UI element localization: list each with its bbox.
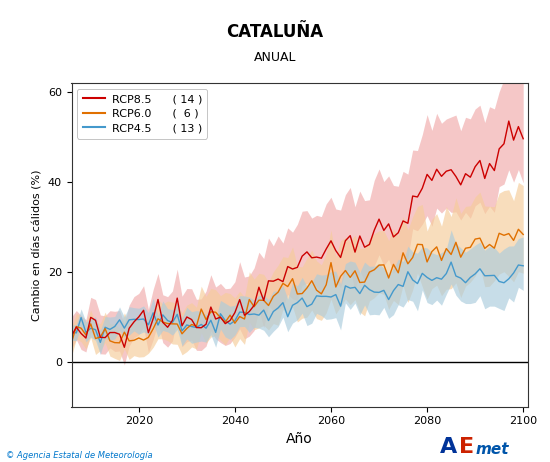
Text: met: met bbox=[476, 443, 509, 457]
Text: CATALUÑA: CATALUÑA bbox=[227, 23, 323, 41]
Text: A: A bbox=[440, 438, 457, 457]
Legend: RCP8.5      ( 14 ), RCP6.0      (  6 ), RCP4.5      ( 13 ): RCP8.5 ( 14 ), RCP6.0 ( 6 ), RCP4.5 ( 13… bbox=[77, 89, 207, 139]
Y-axis label: Cambio en días cálidos (%): Cambio en días cálidos (%) bbox=[32, 169, 42, 321]
X-axis label: Año: Año bbox=[287, 432, 313, 446]
Text: © Agencia Estatal de Meteorología: © Agencia Estatal de Meteorología bbox=[6, 451, 152, 460]
Text: E: E bbox=[459, 438, 474, 457]
Text: ANUAL: ANUAL bbox=[254, 51, 296, 64]
